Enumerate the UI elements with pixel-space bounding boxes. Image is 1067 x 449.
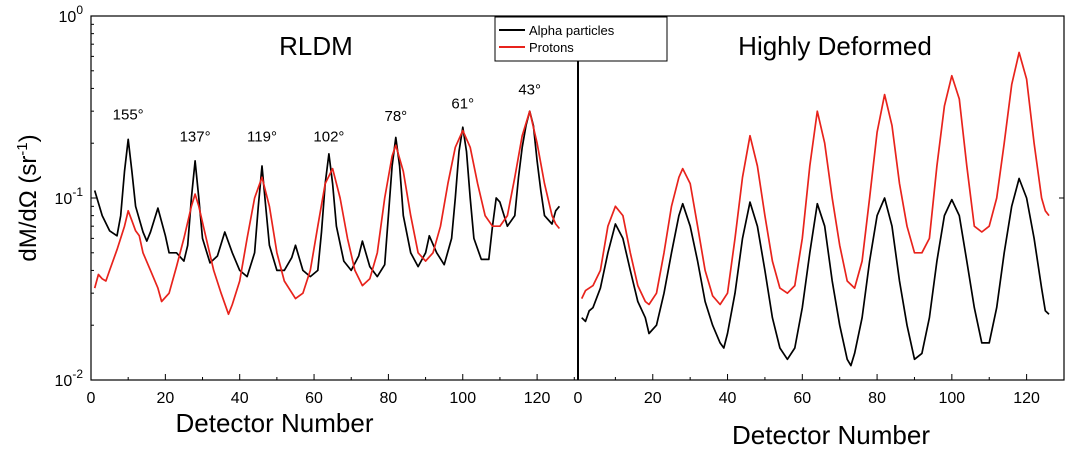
legend: Alpha particles Protons (494, 16, 668, 62)
panel-title-p1: Highly Deformed (738, 31, 932, 61)
legend-label-0: Alpha particles (529, 23, 615, 38)
angle-label-5: 61° (451, 96, 474, 113)
x-axis-label-p0: Detector Number (176, 408, 374, 438)
angle-label-0: 155° (113, 106, 144, 123)
x-tick-label-p1-1: 20 (644, 390, 662, 407)
y-axis-label: dM/dΩ (sr-1) (14, 134, 42, 261)
series-line-p0-protons (93, 110, 561, 316)
x-tick-label-p0-5: 100 (449, 390, 476, 407)
x-tick-label-p1-6: 120 (1013, 390, 1040, 407)
x-axis-label-p1: Detector Number (732, 420, 930, 449)
y-tick-label-0: 100 (59, 3, 84, 26)
x-tick-label-p1-3: 60 (793, 390, 811, 407)
angle-label-1: 137° (180, 128, 211, 145)
x-tick-label-p0-3: 60 (305, 390, 323, 407)
label-layer: 100 10-1 10-2 dM/dΩ (sr-1) 0 20 40 60 80 100 120 De… (14, 3, 1040, 449)
panel-title-p0: RLDM (279, 31, 353, 61)
x-tick-label-p1-2: 40 (719, 390, 737, 407)
x-tick-label-p1-0: 0 (574, 390, 583, 407)
x-tick-label-p1-5: 100 (938, 390, 965, 407)
angle-label-6: 43° (518, 82, 541, 99)
legend-label-1: Protons (529, 40, 574, 55)
series-line-p1-protons (580, 51, 1050, 306)
angle-label-2: 119° (247, 128, 277, 145)
x-tick-label-p0-6: 120 (524, 390, 551, 407)
legend-box (494, 16, 668, 62)
angle-label-4: 78° (384, 108, 407, 125)
x-tick-label-p0-1: 20 (156, 390, 174, 407)
x-tick-label-p0-0: 0 (87, 390, 96, 407)
series-layer (93, 51, 1050, 367)
series-line-p0-alpha (93, 110, 561, 278)
x-tick-label-p0-4: 80 (380, 390, 398, 407)
y-tick-label-2: 10-2 (55, 367, 84, 390)
tick-layer (90, 15, 1064, 381)
x-tick-label-p1-4: 80 (868, 390, 886, 407)
series-line-p1-alpha (581, 177, 1050, 367)
plot-frame (90, 15, 1065, 381)
x-tick-label-p0-2: 40 (231, 390, 249, 407)
angle-label-3: 102° (313, 128, 344, 145)
y-tick-label-1: 10-1 (55, 185, 84, 208)
